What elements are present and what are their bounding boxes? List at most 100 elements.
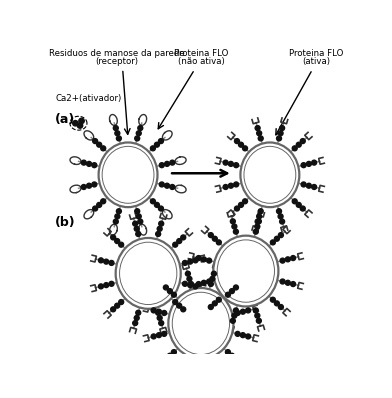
Circle shape [111, 235, 116, 240]
Circle shape [159, 163, 164, 168]
Circle shape [156, 310, 161, 315]
Circle shape [113, 126, 118, 131]
Ellipse shape [213, 236, 278, 306]
Text: (b): (b) [55, 216, 76, 228]
Circle shape [181, 235, 186, 240]
Circle shape [163, 357, 168, 362]
Circle shape [119, 242, 123, 247]
Circle shape [113, 219, 118, 224]
Circle shape [173, 300, 178, 304]
Circle shape [81, 160, 86, 165]
Circle shape [77, 123, 83, 128]
Circle shape [187, 276, 192, 281]
Circle shape [135, 209, 140, 214]
Circle shape [196, 282, 201, 287]
Circle shape [274, 236, 279, 241]
Circle shape [156, 309, 162, 314]
Circle shape [156, 232, 161, 236]
Circle shape [193, 284, 198, 289]
Circle shape [185, 271, 191, 276]
Circle shape [104, 259, 109, 264]
Circle shape [234, 357, 238, 362]
Circle shape [255, 224, 260, 229]
Circle shape [229, 289, 234, 294]
Circle shape [210, 276, 215, 281]
Circle shape [151, 199, 155, 204]
Circle shape [207, 279, 212, 284]
Text: (receptor): (receptor) [96, 57, 139, 66]
Circle shape [225, 292, 230, 297]
Circle shape [216, 297, 221, 302]
Circle shape [97, 203, 102, 207]
Circle shape [158, 206, 163, 211]
Circle shape [135, 136, 140, 141]
Circle shape [115, 238, 120, 244]
Circle shape [167, 289, 172, 294]
Circle shape [119, 300, 123, 304]
Circle shape [255, 126, 260, 131]
Circle shape [285, 257, 290, 262]
Circle shape [170, 185, 175, 189]
Circle shape [165, 183, 169, 188]
Circle shape [246, 308, 250, 313]
Circle shape [230, 219, 235, 224]
Circle shape [278, 233, 283, 238]
Circle shape [81, 185, 86, 189]
Circle shape [207, 258, 212, 263]
Circle shape [223, 185, 228, 189]
Circle shape [136, 310, 141, 315]
Circle shape [243, 146, 247, 151]
Circle shape [258, 209, 263, 214]
Circle shape [209, 281, 213, 287]
Circle shape [229, 353, 234, 358]
Circle shape [158, 139, 163, 144]
Circle shape [133, 221, 138, 226]
Circle shape [301, 182, 306, 187]
Circle shape [270, 240, 275, 245]
Circle shape [278, 304, 283, 310]
Text: (não ativa): (não ativa) [178, 57, 224, 66]
Circle shape [255, 219, 260, 224]
Circle shape [279, 219, 285, 224]
Circle shape [211, 271, 216, 276]
Circle shape [138, 219, 143, 224]
Circle shape [159, 321, 164, 326]
Circle shape [115, 131, 120, 136]
Circle shape [253, 308, 258, 313]
Circle shape [136, 131, 141, 136]
Circle shape [280, 258, 285, 263]
Text: Ca2+(ativador): Ca2+(ativador) [55, 94, 122, 103]
Text: (ativa): (ativa) [302, 57, 330, 66]
Circle shape [312, 185, 317, 189]
Circle shape [92, 182, 97, 187]
Circle shape [235, 332, 240, 336]
Circle shape [156, 333, 162, 338]
Circle shape [154, 203, 160, 207]
Circle shape [292, 199, 297, 204]
Circle shape [73, 121, 78, 126]
Circle shape [233, 229, 238, 234]
Circle shape [196, 256, 201, 261]
Circle shape [189, 281, 193, 287]
Circle shape [151, 146, 155, 151]
Circle shape [136, 232, 141, 236]
Circle shape [193, 258, 198, 263]
Circle shape [277, 136, 281, 141]
Circle shape [210, 365, 215, 371]
Circle shape [182, 260, 187, 265]
Circle shape [165, 162, 169, 166]
Circle shape [177, 238, 182, 244]
Circle shape [300, 206, 305, 211]
Circle shape [159, 182, 164, 187]
Circle shape [157, 226, 162, 231]
Circle shape [201, 257, 206, 262]
Circle shape [151, 308, 156, 313]
Circle shape [212, 236, 217, 241]
Circle shape [225, 349, 230, 355]
Circle shape [234, 182, 239, 187]
Circle shape [300, 139, 305, 144]
Circle shape [270, 297, 275, 302]
Circle shape [233, 308, 238, 313]
Circle shape [234, 163, 239, 168]
Circle shape [232, 224, 237, 229]
